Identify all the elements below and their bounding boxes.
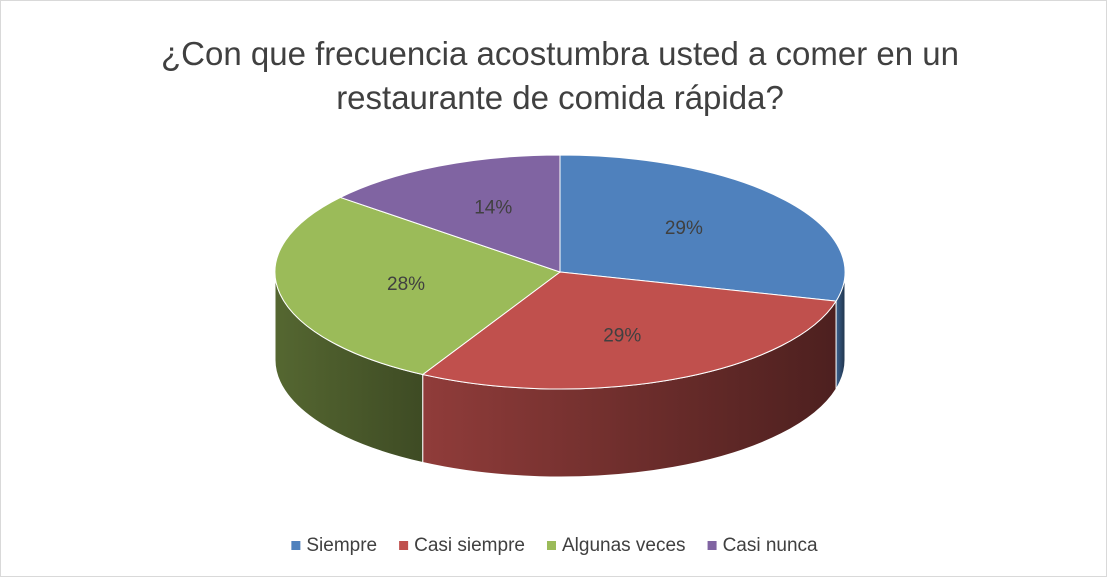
chart-title: ¿Con que frecuencia acostumbra usted a c… [161, 35, 959, 116]
data-label: 29% [603, 325, 641, 346]
legend-label: Casi siempre [414, 535, 525, 556]
legend-swatch [291, 541, 301, 550]
legend-swatch [707, 541, 717, 550]
pie-slice [339, 154, 561, 273]
legend-label: Casi nunca [723, 535, 818, 556]
legend-swatch [399, 541, 409, 550]
pie-slice [274, 196, 562, 376]
pie-slice [559, 154, 846, 302]
legend-swatch [546, 541, 556, 550]
pie-slice [421, 271, 837, 390]
data-label: 14% [474, 197, 512, 218]
legend-label: Algunas veces [562, 535, 686, 556]
data-label: 28% [387, 274, 425, 295]
data-label: 29% [665, 218, 703, 239]
legend-label: Siempre [306, 535, 377, 556]
